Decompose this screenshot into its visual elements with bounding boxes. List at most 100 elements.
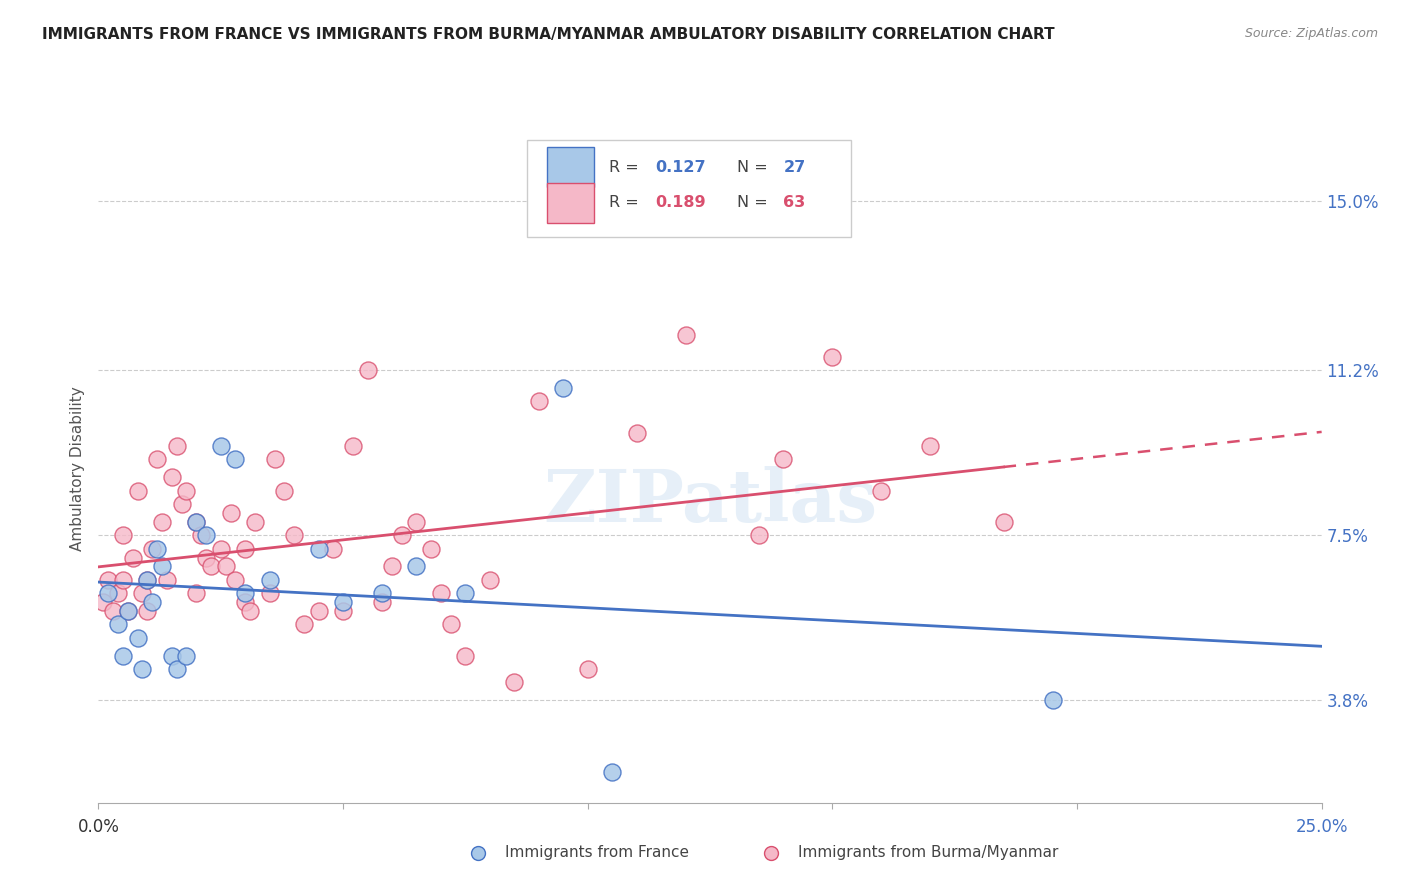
Point <box>209 541 232 556</box>
Text: 27: 27 <box>783 160 806 175</box>
Point <box>332 604 354 618</box>
Y-axis label: Ambulatory Disability: Ambulatory Disability <box>69 386 84 550</box>
Point <box>292 617 315 632</box>
Point <box>111 648 134 663</box>
Point <box>114 866 136 880</box>
Point <box>107 586 129 600</box>
Point <box>391 528 413 542</box>
Point <box>190 528 212 542</box>
Text: R =: R = <box>609 160 644 175</box>
Text: N =: N = <box>737 160 773 175</box>
Point <box>176 483 198 498</box>
Point <box>308 541 330 556</box>
Point <box>748 528 770 542</box>
Point <box>454 586 477 600</box>
Point <box>195 550 218 565</box>
Point <box>308 604 330 618</box>
Point <box>224 573 246 587</box>
Point <box>576 662 599 676</box>
Point <box>371 586 394 600</box>
Point <box>166 662 188 676</box>
Text: ZIPatlas: ZIPatlas <box>543 467 877 537</box>
Point <box>150 559 173 574</box>
Text: Immigrants from Burma/Myanmar: Immigrants from Burma/Myanmar <box>799 846 1059 861</box>
Point <box>259 573 281 587</box>
Point <box>176 648 198 663</box>
Point <box>371 595 394 609</box>
Point <box>233 586 256 600</box>
Point <box>263 452 285 467</box>
Text: N =: N = <box>737 195 773 211</box>
Point <box>136 604 159 618</box>
Point <box>160 648 183 663</box>
Point <box>101 604 124 618</box>
Point <box>273 483 295 498</box>
Point <box>243 515 266 529</box>
Point <box>821 350 844 364</box>
Text: 25.0%: 25.0% <box>1295 819 1348 837</box>
Point <box>117 604 139 618</box>
Point <box>259 586 281 600</box>
Point <box>160 470 183 484</box>
Text: R =: R = <box>609 195 644 211</box>
Point <box>111 573 134 587</box>
Point <box>186 515 208 529</box>
Point <box>117 604 139 618</box>
Point <box>131 586 153 600</box>
Text: 0.189: 0.189 <box>655 195 706 211</box>
Text: Source: ZipAtlas.com: Source: ZipAtlas.com <box>1244 27 1378 40</box>
FancyBboxPatch shape <box>547 183 593 223</box>
Text: 63: 63 <box>783 195 806 211</box>
Point <box>166 439 188 453</box>
Point <box>136 573 159 587</box>
Point <box>156 573 179 587</box>
Point <box>420 541 443 556</box>
Point <box>146 452 169 467</box>
Point <box>195 528 218 542</box>
Point <box>527 394 550 409</box>
Point <box>405 515 427 529</box>
Text: Immigrants from France: Immigrants from France <box>505 846 689 861</box>
Point <box>233 595 256 609</box>
Point <box>224 452 246 467</box>
Point <box>127 483 149 498</box>
Point <box>920 439 942 453</box>
Point <box>107 617 129 632</box>
Point <box>454 648 477 663</box>
Text: 0.127: 0.127 <box>655 160 706 175</box>
Point <box>209 439 232 453</box>
Point <box>131 662 153 676</box>
Point <box>322 541 344 556</box>
Point <box>430 586 453 600</box>
Point <box>146 541 169 556</box>
Point <box>332 595 354 609</box>
Point <box>200 559 222 574</box>
Point <box>214 559 236 574</box>
Point <box>553 381 575 395</box>
Point <box>772 452 794 467</box>
Point <box>170 497 193 511</box>
Point <box>239 604 262 618</box>
Point <box>1042 693 1064 707</box>
Point <box>342 439 364 453</box>
Point <box>121 550 143 565</box>
Point <box>478 573 501 587</box>
Point <box>993 515 1015 529</box>
Point <box>186 586 208 600</box>
Point <box>503 675 526 690</box>
Point <box>97 573 120 587</box>
Point <box>440 617 463 632</box>
Point <box>97 586 120 600</box>
Point <box>186 515 208 529</box>
Point <box>150 515 173 529</box>
FancyBboxPatch shape <box>526 141 851 237</box>
Point <box>675 327 697 342</box>
Point <box>136 573 159 587</box>
Point <box>127 631 149 645</box>
Point <box>870 483 893 498</box>
Point <box>600 764 623 779</box>
Point <box>626 425 648 440</box>
Point <box>219 506 242 520</box>
Point <box>103 866 125 880</box>
Point <box>111 528 134 542</box>
